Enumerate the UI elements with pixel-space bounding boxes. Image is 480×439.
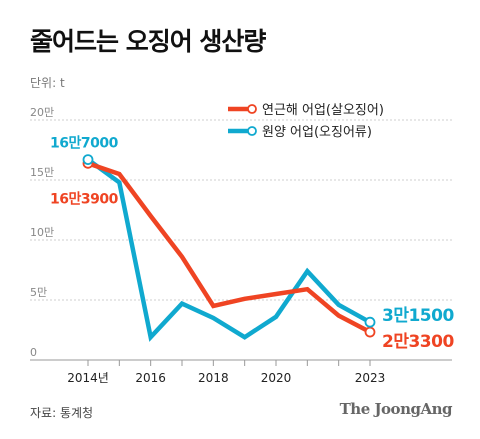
- x-tick-label: 2023: [355, 371, 386, 385]
- y-tick-label: 10만: [30, 226, 54, 239]
- data-label: 2만3300: [382, 332, 454, 352]
- data-label: 16만7000: [50, 136, 119, 152]
- endpoint-marker: [364, 316, 376, 328]
- legend-marker: [247, 126, 257, 136]
- data-label: 16만3900: [50, 191, 119, 207]
- y-tick-label: 20만: [30, 106, 54, 119]
- source-note: 자료: 통계청: [30, 406, 94, 420]
- x-axis-ticks: 2014년 2016 2018 2020 2023: [67, 360, 385, 385]
- series-lines: [82, 154, 376, 342]
- y-tick-label: 5만: [30, 286, 47, 299]
- series-line-coastal: [87, 161, 372, 335]
- legend: 연근해 어업(살오징어) 원양 어업(오징어류): [228, 103, 384, 140]
- legend-label: 원양 어업(오징어류): [262, 125, 372, 140]
- data-callouts: 16만7000 16만3900 3만1500 2만3300: [50, 136, 455, 352]
- legend-marker: [247, 104, 257, 114]
- chart-title: 줄어드는 오징어 생산량: [30, 27, 266, 56]
- y-tick-label: 0: [30, 346, 37, 359]
- y-tick-label: 15만: [30, 166, 54, 179]
- unit-label: 단위: t: [30, 76, 65, 90]
- x-tick-label: 2018: [198, 371, 229, 385]
- series-line-ocean: [86, 157, 372, 342]
- endpoint-marker: [82, 154, 94, 166]
- endpoint-marker: [364, 326, 376, 338]
- legend-label: 연근해 어업(살오징어): [262, 103, 384, 118]
- gridlines: [30, 119, 452, 361]
- x-tick-label: 2020: [261, 371, 292, 385]
- publisher-logo: The JoongAng: [339, 400, 453, 418]
- data-label: 3만1500: [382, 306, 454, 326]
- y-axis-ticks: 0 5만 10만 15만 20만: [30, 106, 54, 359]
- x-tick-label: 2016: [135, 371, 166, 385]
- x-tick-label: 2014년: [67, 371, 109, 385]
